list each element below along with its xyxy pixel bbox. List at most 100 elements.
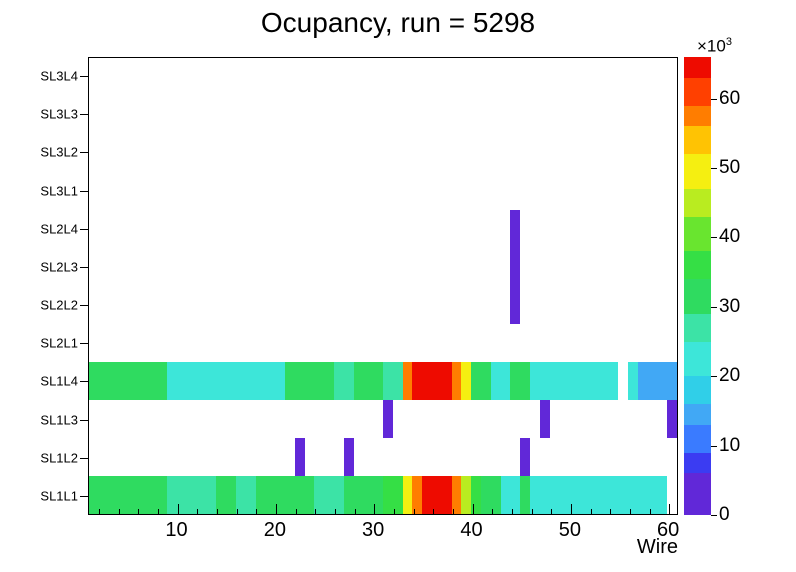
heatmap-cell — [628, 361, 638, 400]
x-axis-minor-tick — [649, 509, 651, 514]
x-axis-major-tick — [177, 504, 179, 514]
x-axis-minor-tick — [551, 509, 553, 514]
x-axis-major-tick — [669, 504, 671, 514]
x-axis-minor-tick — [295, 509, 297, 514]
y-axis-row-label: SL3L4 — [40, 68, 78, 84]
x-axis-minor-tick — [629, 509, 631, 514]
colorbar-tick-label: 0 — [719, 504, 730, 525]
heatmap-cell — [481, 476, 501, 514]
chart-title: Ocupancy, run = 5298 — [260, 7, 536, 38]
colorbar-band — [684, 452, 711, 474]
heatmap-cell — [343, 438, 354, 476]
heatmap-cell — [334, 361, 354, 400]
x-axis-minor-tick — [256, 509, 258, 514]
colorbar-tick-label: 60 — [719, 87, 741, 109]
y-axis-row-label: SL3L3 — [40, 106, 78, 122]
heatmap-cell — [167, 361, 197, 400]
colorbar-tick-label: 40 — [719, 226, 741, 248]
y-axis-tick — [80, 190, 88, 192]
y-axis-row-label: SL2L1 — [40, 335, 78, 351]
heatmap-cell — [471, 476, 481, 514]
plot-area — [88, 57, 678, 515]
heatmap-cell — [353, 361, 383, 400]
colorbar-band — [684, 216, 711, 252]
x-axis-title: Wire — [636, 536, 678, 558]
x-axis-minor-tick — [98, 509, 100, 514]
y-axis-tick — [80, 457, 88, 459]
heatmap-cell — [402, 361, 413, 400]
colorbar-band — [684, 188, 711, 217]
x-axis-minor-tick — [334, 509, 336, 514]
y-axis-tick — [80, 76, 88, 78]
x-axis-tick-label: 50 — [558, 519, 581, 541]
x-axis-minor-tick — [413, 509, 415, 514]
x-axis-major-tick — [275, 504, 277, 514]
y-axis-tick — [80, 266, 88, 268]
heatmap-cell — [314, 476, 344, 514]
colorbar-tick — [711, 237, 717, 239]
colorbar-band — [684, 279, 711, 314]
heatmap-cell — [89, 361, 168, 400]
heatmap-cell — [461, 476, 472, 514]
heatmap-cell — [412, 361, 452, 400]
colorbar-band — [684, 473, 711, 515]
x-axis-minor-tick — [138, 509, 140, 514]
x-axis-minor-tick — [118, 509, 120, 514]
colorbar-band — [684, 77, 711, 106]
heatmap-cell — [383, 361, 403, 400]
y-axis-tick — [80, 419, 88, 421]
heatmap-cell — [451, 361, 462, 400]
heatmap-cell — [500, 476, 521, 514]
heatmap-cell — [294, 438, 305, 476]
x-axis-major-tick — [472, 504, 474, 514]
x-axis-tick-label: 20 — [263, 519, 286, 541]
x-axis-minor-tick — [610, 509, 612, 514]
heatmap-cell — [422, 476, 452, 514]
colorbar-band — [684, 341, 711, 377]
heatmap-cell — [520, 438, 530, 476]
colorbar-scale-prefix: ×10 — [697, 36, 726, 56]
heatmap-cell — [530, 361, 619, 400]
heatmap-cell — [510, 209, 521, 248]
heatmap-cell — [539, 400, 550, 438]
heatmap-cell — [236, 476, 256, 514]
x-axis-tick-label: 40 — [460, 519, 483, 541]
colorbar-band — [684, 424, 711, 453]
heatmap-cell — [255, 476, 315, 514]
colorbar-tick-label: 30 — [719, 295, 741, 317]
x-axis-tick-label: 60 — [657, 519, 680, 541]
colorbar-band — [684, 126, 711, 155]
x-axis-minor-tick — [315, 509, 317, 514]
y-axis-row-label: SL2L3 — [40, 259, 78, 275]
x-axis-minor-tick — [393, 509, 395, 514]
colorbar-band — [684, 57, 711, 78]
x-axis-minor-tick — [197, 509, 199, 514]
x-axis-minor-tick — [531, 509, 533, 514]
colorbar-tick-label: 10 — [719, 434, 741, 456]
y-axis-row-label: SL3L1 — [40, 183, 78, 199]
x-axis-minor-tick — [492, 509, 494, 514]
y-axis-row-label: SL1L1 — [40, 488, 78, 504]
heatmap-cell — [216, 476, 236, 514]
y-axis-row-label: SL1L2 — [40, 450, 78, 466]
colorbar-band — [684, 154, 711, 189]
y-axis-tick — [80, 305, 88, 307]
heatmap-cell — [285, 361, 334, 400]
heatmap-cell — [667, 400, 677, 438]
colorbar-band — [684, 105, 711, 127]
x-axis-major-tick — [374, 504, 376, 514]
colorbar — [684, 57, 711, 515]
colorbar-scale-label: ×103 — [697, 36, 732, 57]
y-axis-tick — [80, 114, 88, 116]
colorbar-tick-label: 50 — [719, 157, 741, 179]
heatmap-cell — [461, 361, 472, 400]
heatmap-cell — [471, 361, 491, 400]
colorbar-band — [684, 313, 711, 342]
heatmap-cell — [383, 476, 403, 514]
y-axis-row-label: SL1L4 — [40, 373, 78, 389]
y-axis-tick — [80, 381, 88, 383]
y-axis-tick — [80, 343, 88, 345]
colorbar-tick — [711, 515, 717, 516]
x-axis-minor-tick — [157, 509, 159, 514]
